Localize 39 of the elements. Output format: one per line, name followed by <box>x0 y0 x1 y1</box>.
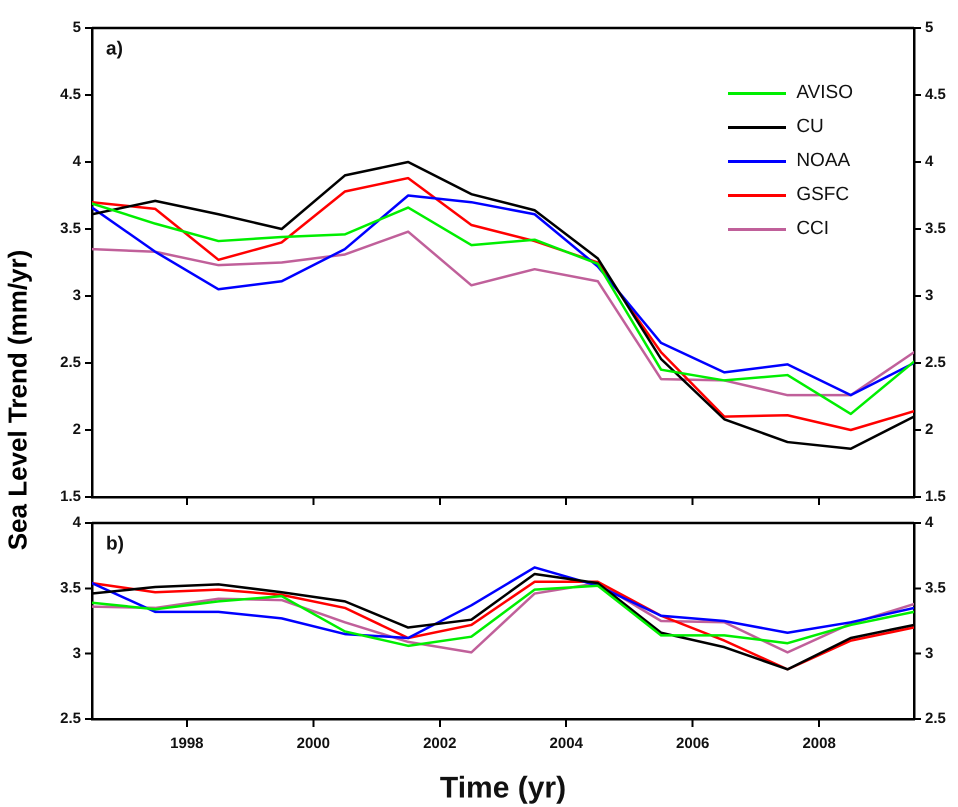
y2-tick-label: 1.5 <box>925 488 946 506</box>
legend-label: AVISO <box>796 82 853 104</box>
y2-tick-label: 4.5 <box>925 86 946 104</box>
x-tick-label: 2002 <box>423 735 456 752</box>
y2-tick-label: 5 <box>925 19 934 36</box>
x-tick-label: 2004 <box>550 735 584 752</box>
x-axis-title: Time (yr) <box>440 771 566 804</box>
y2-tick-label: 2.5 <box>925 710 946 728</box>
y2-tick-label: 3.5 <box>925 579 946 596</box>
y-tick-label: 3.5 <box>60 579 81 596</box>
y2-tick-label: 3 <box>925 287 934 304</box>
annotation: a) <box>106 38 123 60</box>
y-tick-label: 5 <box>72 19 81 36</box>
y-tick-label: 2.5 <box>60 710 81 728</box>
y-tick-label: 3 <box>72 644 81 662</box>
x-tick-label: 2006 <box>676 735 710 752</box>
y-tick-label: 4.5 <box>60 86 81 104</box>
y2-tick-label: 2 <box>925 421 934 438</box>
legend-label: NOAA <box>796 150 850 172</box>
y-tick-label: 2 <box>72 421 81 438</box>
y-tick-label: 1.5 <box>60 488 81 506</box>
x-tick-label: 2008 <box>802 735 836 752</box>
legend-label: CCI <box>796 218 830 240</box>
annotation: b) <box>106 534 124 555</box>
y2-tick-label: 4 <box>925 514 934 532</box>
y-tick-label: 2.5 <box>60 354 81 372</box>
legend-label: GSFC <box>796 184 850 206</box>
y-tick-label: 3.5 <box>60 220 81 238</box>
x-tick-label: 1998 <box>170 735 204 752</box>
legend-label: CU <box>796 116 824 138</box>
y-tick-label: 4 <box>72 514 82 532</box>
y2-tick-label: 3 <box>925 644 934 662</box>
y2-tick-label: 3.5 <box>925 220 946 238</box>
y-axis-title: Sea Level Trend (mm/yr) <box>2 250 34 550</box>
x-tick-label: 2000 <box>296 735 330 752</box>
y2-tick-label: 2.5 <box>925 354 946 372</box>
y-tick-label: 4 <box>72 153 82 170</box>
y-tick-label: 3 <box>72 287 81 304</box>
y2-tick-label: 4 <box>925 153 934 170</box>
